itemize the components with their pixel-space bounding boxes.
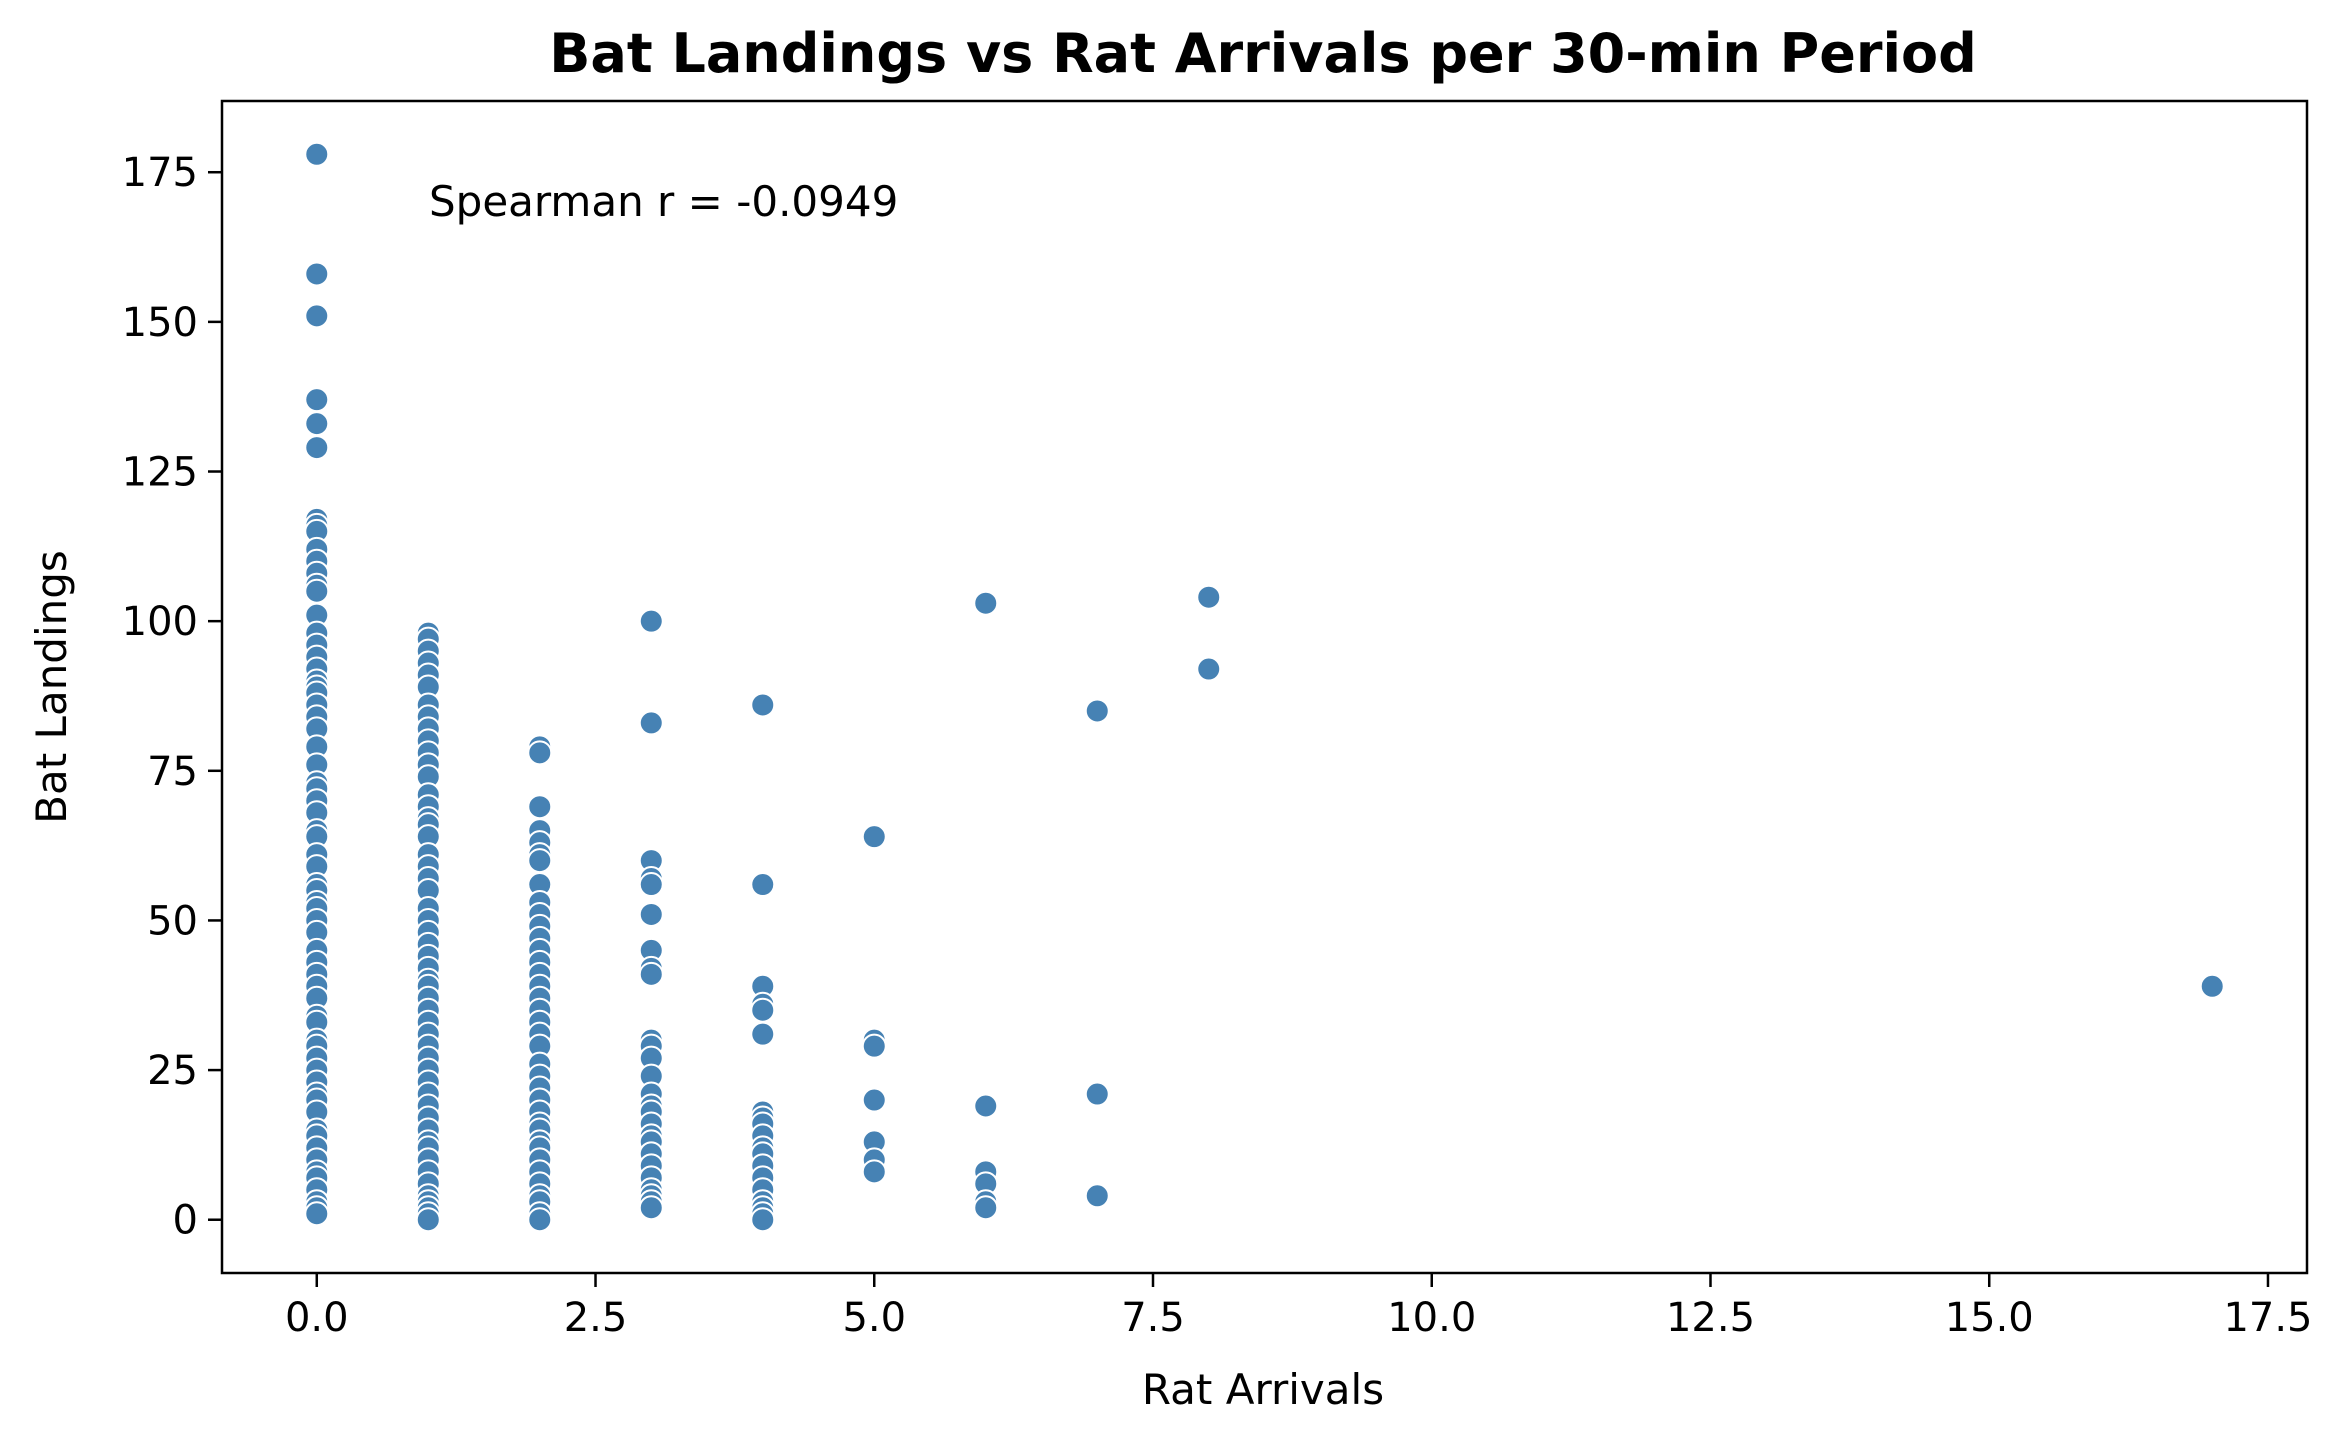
x-tick-label: 2.5 [564,1295,628,1341]
x-axis-label: Rat Arrivals [1142,1365,1384,1414]
data-point [415,1207,441,1233]
data-point [304,578,330,604]
x-tick-label: 5.0 [842,1295,906,1341]
data-point [304,435,330,461]
data-point [638,1195,664,1221]
x-tick-label: 15.0 [1945,1295,2034,1341]
data-point [861,1033,887,1059]
y-tick-label: 75 [147,749,198,795]
y-tick-label: 25 [147,1048,198,1094]
data-point [638,961,664,987]
x-axis: 0.0 2.5 5.0 7.5 10.0 12.5 15.0 17.5 [285,1273,2313,1341]
data-point [861,824,887,850]
x-tick-label: 10.0 [1387,1295,1476,1341]
data-point [750,997,776,1023]
y-axis: 0 25 50 75 100 125 150 175 [122,150,222,1244]
chart-title: Bat Landings vs Rat Arrivals per 30-min … [549,22,1977,85]
spearman-annotation: Spearman r = -0.0949 [429,177,898,226]
data-point [750,1207,776,1233]
plot-frame [220,99,2309,1275]
data-points [304,141,2225,1233]
data-point [1084,1183,1110,1209]
data-point [861,1159,887,1185]
y-tick-label: 0 [173,1198,198,1244]
y-tick-label: 125 [122,450,198,496]
data-point [527,740,553,766]
data-point [973,1195,999,1221]
data-point [1084,698,1110,724]
y-axis-label: Bat Landings [27,550,76,824]
data-point [973,590,999,616]
data-point [638,901,664,927]
data-point [304,141,330,167]
data-point [304,387,330,413]
data-point [861,1087,887,1113]
y-tick-label: 150 [122,300,198,346]
data-point [750,692,776,718]
data-point [638,872,664,898]
y-tick-label: 175 [122,150,198,196]
y-tick-label: 100 [122,599,198,645]
data-point [527,794,553,820]
data-point [527,1207,553,1233]
data-point [2199,973,2225,999]
x-tick-label: 7.5 [1121,1295,1185,1341]
data-point [1196,656,1222,682]
data-point [304,261,330,287]
data-point [304,411,330,437]
data-point [638,608,664,634]
data-point [750,872,776,898]
x-tick-label: 0.0 [285,1295,349,1341]
data-point [638,710,664,736]
data-point [1084,1081,1110,1107]
x-tick-label: 12.5 [1666,1295,1755,1341]
x-tick-label: 17.5 [2223,1295,2312,1341]
data-point [527,848,553,874]
data-point [750,1021,776,1047]
data-point [973,1093,999,1119]
plot-area [220,99,2309,1275]
data-point [304,303,330,329]
y-tick-label: 50 [147,898,198,944]
data-point [1196,584,1222,610]
data-point [304,1201,330,1227]
